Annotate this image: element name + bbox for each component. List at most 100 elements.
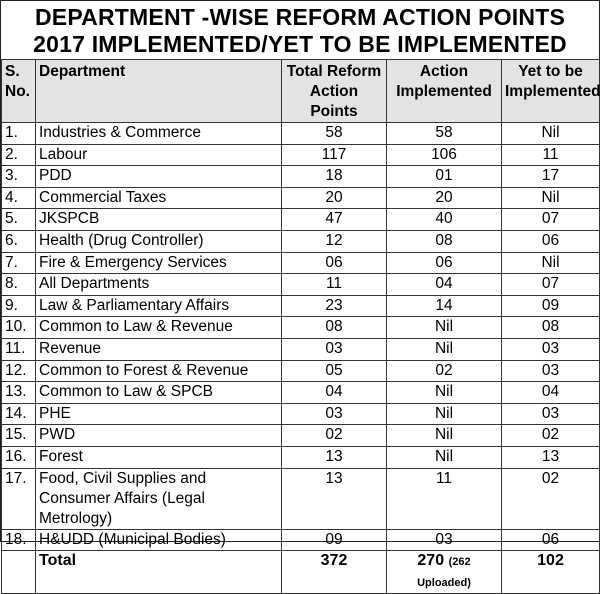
cell-sno: 10. (1, 316, 36, 339)
cell-sno: 4. (1, 186, 36, 210)
cell-pending: 11 (501, 143, 600, 167)
total-label: Total (35, 550, 282, 594)
header-row: S. No. Department Total Reform Action Po… (1, 59, 600, 123)
cell-sno: 12. (1, 359, 36, 383)
header-total: Total Reform Action Points (281, 59, 387, 123)
cell-implemented: 40 (386, 208, 502, 231)
cell-total: 08 (281, 316, 387, 339)
cell-pending: Nil (501, 122, 600, 145)
table-row: 17. Food, Civil Supplies and Consumer Aff… (1, 467, 600, 530)
table-row: 2. Labour 117 106 11 (1, 143, 600, 167)
cell-pending: 07 (501, 208, 600, 231)
cell-implemented: 02 (386, 359, 502, 383)
cell-total: 20 (281, 186, 387, 210)
title-line-2: 2017 IMPLEMENTED/YET TO BE IMPLEMENTED (33, 31, 567, 57)
cell-department: Commercial Taxes (35, 186, 282, 210)
cell-implemented: 11 (386, 467, 502, 530)
table-row: 18. H&UDD (Municipal Bodies) 09 03 06 (1, 528, 600, 552)
cell-department: Food, Civil Supplies and Consumer Affair… (35, 467, 282, 530)
cell-department: PHE (35, 402, 282, 426)
cell-sno: 16. (1, 445, 36, 469)
table-row: 6. Health (Drug Controller) 12 08 06 (1, 229, 600, 253)
cell-pending: 04 (501, 381, 600, 404)
total-implemented: 270 (262 Uploaded) (386, 550, 502, 594)
cell-implemented: 58 (386, 122, 502, 145)
cell-total: 03 (281, 337, 387, 361)
cell-pending: 02 (501, 467, 600, 530)
cell-pending: 03 (501, 402, 600, 426)
cell-implemented: Nil (386, 424, 502, 447)
cell-pending: Nil (501, 186, 600, 210)
cell-pending: Nil (501, 251, 600, 275)
cell-department: Labour (35, 143, 282, 167)
cell-department: Common to Law & Revenue (35, 316, 282, 339)
cell-pending: 03 (501, 337, 600, 361)
cell-implemented: 01 (386, 165, 502, 188)
table-row: 3. PDD 18 01 17 (1, 165, 600, 188)
table-row: 16. Forest 13 Nil 13 (1, 445, 600, 469)
cell-total: 04 (281, 381, 387, 404)
cell-implemented: Nil (386, 381, 502, 404)
cell-total: 47 (281, 208, 387, 231)
cell-implemented: 106 (386, 143, 502, 167)
table-row: 1. Industries & Commerce 58 58 Nil (1, 122, 600, 145)
table-row: 7. Fire & Emergency Services 06 06 Nil (1, 251, 600, 275)
cell-pending: 06 (501, 528, 600, 552)
cell-pending: 02 (501, 424, 600, 447)
cell-department: H&UDD (Municipal Bodies) (35, 528, 282, 552)
cell-sno: 15. (1, 424, 36, 447)
header-sno: S. No. (1, 59, 36, 123)
cell-implemented: 08 (386, 229, 502, 253)
cell-implemented: Nil (386, 316, 502, 339)
cell-total: 06 (281, 251, 387, 275)
cell-sno: 7. (1, 251, 36, 275)
cell-department: PDD (35, 165, 282, 188)
table-row: 15. PWD 02 Nil 02 (1, 424, 600, 447)
cell-total: 117 (281, 143, 387, 167)
cell-pending: 06 (501, 229, 600, 253)
cell-sno: 14. (1, 402, 36, 426)
cell-sno: 11. (1, 337, 36, 361)
cell-department: PWD (35, 424, 282, 447)
cell-department: Law & Parliamentary Affairs (35, 294, 282, 318)
cell-department: Industries & Commerce (35, 122, 282, 145)
cell-sno: 6. (1, 229, 36, 253)
cell-total: 23 (281, 294, 387, 318)
cell-sno: 2. (1, 143, 36, 167)
cell-department: Fire & Emergency Services (35, 251, 282, 275)
cell-sno: 5. (1, 208, 36, 231)
cell-total: 18 (281, 165, 387, 188)
table-row: 13. Common to Law & SPCB 04 Nil 04 (1, 381, 600, 404)
table-row: 8. All Departments 11 04 07 (1, 273, 600, 296)
cell-sno: 8. (1, 273, 36, 296)
total-total: 372 (281, 550, 387, 594)
cell-implemented: 04 (386, 273, 502, 296)
document-title: DEPARTMENT -WISE REFORM ACTION POINTS 20… (1, 1, 599, 59)
cell-department: Health (Drug Controller) (35, 229, 282, 253)
header-pending: Yet to be Implemented (501, 59, 600, 123)
cell-total: 11 (281, 273, 387, 296)
table-row: 10. Common to Law & Revenue 08 Nil 08 (1, 316, 600, 339)
header-department: Department (35, 59, 282, 123)
total-row: Total 372 270 (262 Uploaded) 102 (1, 550, 600, 594)
cell-implemented: 14 (386, 294, 502, 318)
table-row: 5. JKSPCB 47 40 07 (1, 208, 600, 231)
cell-total: 13 (281, 445, 387, 469)
cell-implemented: Nil (386, 402, 502, 426)
cell-pending: 07 (501, 273, 600, 296)
cell-pending: 03 (501, 359, 600, 383)
table-row: 14. PHE 03 Nil 03 (1, 402, 600, 426)
cell-total: 13 (281, 467, 387, 530)
cell-department: All Departments (35, 273, 282, 296)
title-line-1: DEPARTMENT -WISE REFORM ACTION POINTS (35, 4, 565, 30)
cell-department: Common to Law & SPCB (35, 381, 282, 404)
cell-department: Forest (35, 445, 282, 469)
cell-total: 05 (281, 359, 387, 383)
table-row: 4. Commercial Taxes 20 20 Nil (1, 186, 600, 210)
cell-implemented: 20 (386, 186, 502, 210)
cell-department: Revenue (35, 337, 282, 361)
cell-pending: 08 (501, 316, 600, 339)
cell-pending: 17 (501, 165, 600, 188)
cell-department: Common to Forest & Revenue (35, 359, 282, 383)
cell-implemented: 06 (386, 251, 502, 275)
